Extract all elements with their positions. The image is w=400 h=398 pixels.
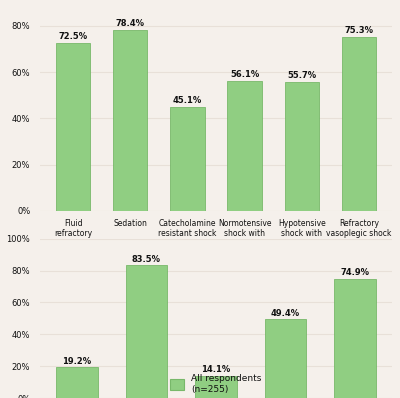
Legend: All respondents
(n=255): All respondents (n=255): [167, 371, 265, 398]
Bar: [195, 376, 237, 398]
Text: 74.9%: 74.9%: [341, 269, 370, 277]
Bar: [56, 367, 98, 398]
Bar: [228, 81, 262, 211]
Bar: [284, 82, 319, 211]
Text: 56.1%: 56.1%: [230, 70, 259, 79]
Bar: [342, 37, 376, 211]
Bar: [56, 43, 90, 211]
Text: 45.1%: 45.1%: [173, 96, 202, 105]
Text: 55.7%: 55.7%: [287, 71, 316, 80]
Text: 49.4%: 49.4%: [271, 309, 300, 318]
Text: 14.1%: 14.1%: [201, 365, 231, 374]
Bar: [126, 265, 167, 398]
Text: 83.5%: 83.5%: [132, 255, 161, 264]
Bar: [334, 279, 376, 398]
Bar: [113, 29, 148, 211]
Text: 19.2%: 19.2%: [62, 357, 92, 366]
Bar: [265, 319, 306, 398]
Text: 72.5%: 72.5%: [58, 32, 88, 41]
Text: 75.3%: 75.3%: [344, 26, 373, 35]
Bar: [170, 107, 204, 211]
Text: 78.4%: 78.4%: [116, 19, 145, 28]
